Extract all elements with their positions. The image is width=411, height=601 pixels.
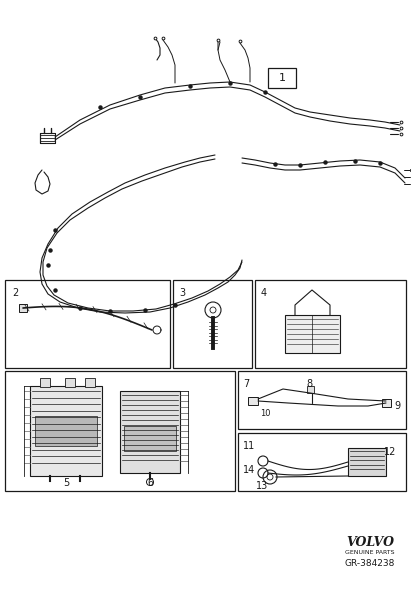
Bar [255,280,406,368]
Bar [238,371,406,429]
Text: 5: 5 [63,478,69,488]
Text: 3: 3 [179,288,185,298]
Text: 2: 2 [12,288,18,298]
Text: 13: 13 [256,481,268,491]
Bar [5,280,170,368]
Bar [19,304,27,312]
Bar [65,378,75,387]
Text: 11: 11 [243,441,255,451]
Text: 14: 14 [243,465,255,475]
Bar [124,426,176,451]
Text: 9: 9 [394,401,400,411]
Text: 1: 1 [279,73,286,83]
Bar [268,68,296,88]
Text: GENUINE PARTS: GENUINE PARTS [345,551,395,555]
Bar [348,448,386,476]
Text: 4: 4 [261,288,267,298]
Bar [120,391,180,473]
Bar [238,433,406,491]
Bar [30,386,102,476]
Text: GR-384238: GR-384238 [345,558,395,567]
Bar [248,397,258,405]
Text: 8: 8 [306,379,312,389]
Text: 7: 7 [243,379,249,389]
Bar [85,378,95,387]
Bar [285,315,340,353]
Bar [40,378,50,387]
Bar [307,386,314,393]
Text: VOLVO: VOLVO [346,535,394,549]
Bar [5,371,235,491]
Text: 10: 10 [260,409,270,418]
Text: 6: 6 [147,478,153,488]
Text: 12: 12 [384,447,396,457]
Bar [382,399,391,407]
Bar [173,280,252,368]
Bar [35,416,97,446]
